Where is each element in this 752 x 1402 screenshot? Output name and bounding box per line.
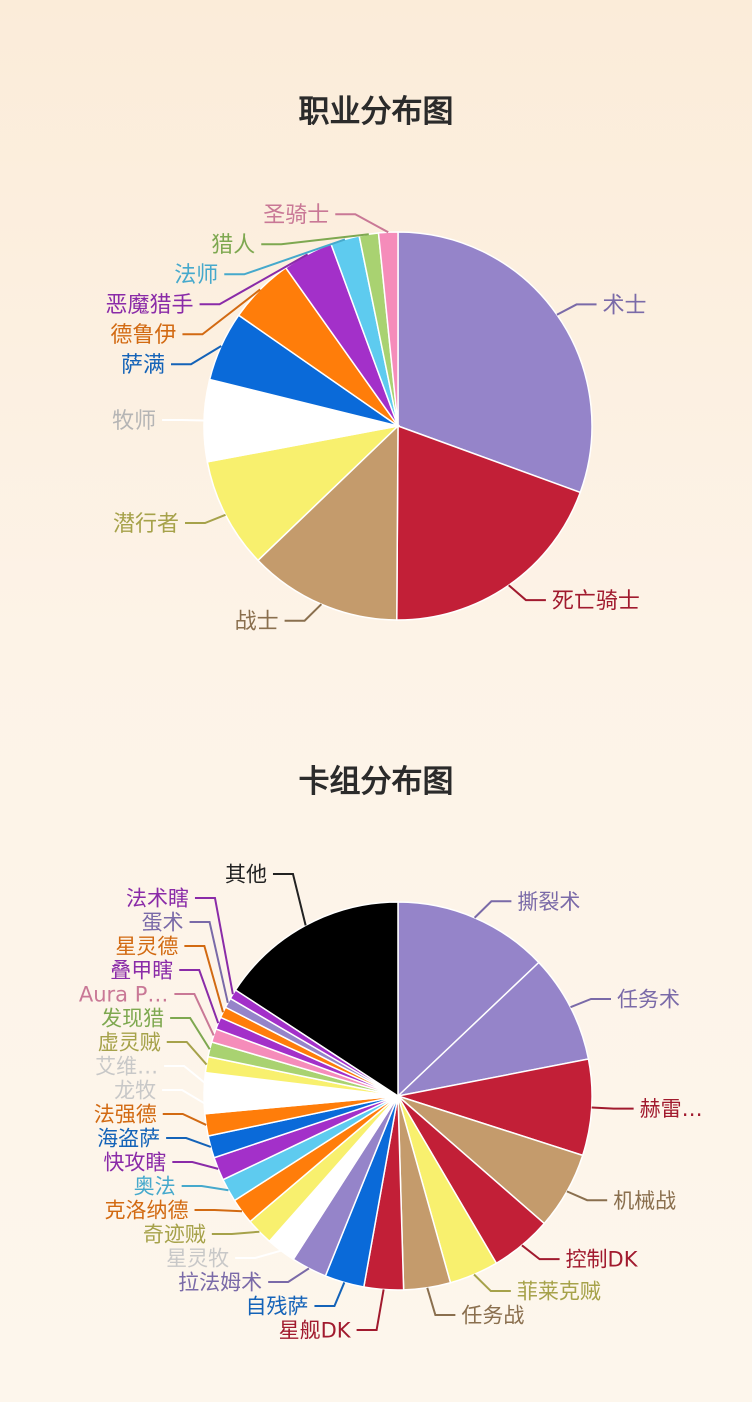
slice-label-1-24: 蛋术 bbox=[142, 911, 184, 935]
slice-label-1-15: 海盗萨 bbox=[97, 1127, 160, 1151]
leader-line-1-13 bbox=[181, 1185, 229, 1192]
leader-line-0-3 bbox=[185, 513, 226, 525]
leader-line-1-20 bbox=[170, 1017, 211, 1050]
pie-leader-lines bbox=[162, 213, 597, 622]
slice-label-1-19: 虚灵贼 bbox=[98, 1031, 161, 1055]
slice-label-0-7: 恶魔猎手 bbox=[106, 293, 194, 318]
pie-slice-1-0[interactable] bbox=[397, 901, 540, 1098]
pie-slice-1-2[interactable] bbox=[397, 1058, 593, 1157]
slice-label-0-4: 牧师 bbox=[112, 409, 156, 434]
slice-label-0-3: 潜行者 bbox=[113, 512, 179, 537]
slice-label-1-12: 克洛纳德 bbox=[105, 1199, 189, 1223]
pie-slices bbox=[203, 231, 593, 621]
slice-label-1-21: Aura P… bbox=[79, 983, 169, 1007]
leader-line-0-5 bbox=[171, 345, 222, 366]
leader-line-1-19 bbox=[166, 1041, 208, 1066]
slice-label-1-5: 菲莱克贼 bbox=[517, 1280, 601, 1304]
leader-line-1-5 bbox=[473, 1273, 511, 1293]
leader-line-1-4 bbox=[521, 1244, 560, 1261]
slice-label-1-20: 发现猎 bbox=[101, 1007, 164, 1031]
slice-label-1-4: 控制DK bbox=[566, 1248, 639, 1272]
pie-slice-0-0[interactable] bbox=[397, 231, 593, 494]
slice-label-1-3: 机械战 bbox=[613, 1189, 676, 1213]
slice-label-1-25: 法术瞎 bbox=[126, 887, 189, 911]
leader-line-0-1 bbox=[508, 584, 546, 602]
leader-line-0-10 bbox=[335, 213, 389, 234]
leader-line-1-10 bbox=[235, 1249, 282, 1259]
leader-line-1-17 bbox=[162, 1089, 205, 1105]
slice-label-1-2: 赫雷… bbox=[640, 1097, 703, 1121]
slice-label-1-18: 艾维… bbox=[95, 1055, 158, 1079]
slice-label-1-11: 奇迹贼 bbox=[143, 1223, 206, 1247]
leader-line-0-2 bbox=[284, 603, 323, 622]
leader-line-1-6 bbox=[426, 1287, 456, 1317]
slice-label-1-17: 龙牧 bbox=[114, 1079, 156, 1103]
leader-line-1-1 bbox=[570, 997, 611, 1009]
leader-line-0-0 bbox=[556, 303, 597, 316]
slice-label-1-22: 叠甲瞎 bbox=[110, 959, 173, 983]
slice-label-1-16: 法强德 bbox=[94, 1103, 157, 1127]
leader-line-0-4 bbox=[162, 418, 205, 422]
slice-label-1-7: 星舰DK bbox=[279, 1319, 352, 1343]
leader-line-0-8 bbox=[224, 238, 346, 276]
leader-line-1-21 bbox=[174, 993, 215, 1036]
leader-line-1-14 bbox=[172, 1161, 219, 1170]
leader-line-0-9 bbox=[261, 233, 369, 246]
pie-slice-1-26[interactable] bbox=[234, 901, 399, 1098]
slice-label-1-6: 任务战 bbox=[461, 1304, 524, 1328]
leader-line-1-7 bbox=[356, 1289, 385, 1331]
pie-slice-0-2[interactable] bbox=[256, 424, 399, 621]
leader-line-1-0 bbox=[473, 900, 512, 919]
leader-line-1-23 bbox=[184, 945, 224, 1013]
leader-line-1-18 bbox=[164, 1065, 206, 1084]
pie-leader-lines bbox=[162, 873, 634, 1331]
slice-label-1-14: 快攻瞎 bbox=[103, 1151, 166, 1175]
slice-label-0-0: 术士 bbox=[603, 293, 647, 318]
slice-label-0-1: 死亡骑士 bbox=[552, 589, 640, 614]
slice-label-1-23: 星灵德 bbox=[115, 935, 178, 959]
leader-line-1-26 bbox=[272, 873, 307, 926]
leader-line-1-2 bbox=[591, 1106, 634, 1110]
leader-line-0-6 bbox=[182, 288, 261, 336]
leader-line-1-11 bbox=[211, 1230, 260, 1235]
pie-slice-0-1[interactable] bbox=[396, 424, 582, 621]
slice-label-1-0: 撕裂术 bbox=[517, 890, 580, 914]
leader-line-1-12 bbox=[194, 1209, 243, 1213]
slice-label-0-10: 圣骑士 bbox=[263, 203, 329, 228]
slice-label-0-8: 法师 bbox=[174, 263, 218, 288]
leader-line-1-8 bbox=[314, 1282, 346, 1307]
slice-label-0-2: 战士 bbox=[235, 610, 279, 635]
leader-line-0-7 bbox=[199, 253, 309, 306]
slice-label-1-26: 其他 bbox=[225, 863, 267, 887]
slice-label-1-13: 奥法 bbox=[134, 1175, 176, 1199]
chart-title-deck-distribution: 卡组分布图 bbox=[298, 764, 454, 800]
pie-slices bbox=[203, 901, 593, 1291]
leader-line-1-15 bbox=[166, 1137, 212, 1148]
leader-line-1-25 bbox=[194, 897, 234, 995]
slice-label-0-5: 萨满 bbox=[121, 353, 165, 378]
slice-label-1-8: 自残萨 bbox=[245, 1295, 308, 1319]
chart-title-class-distribution: 职业分布图 bbox=[298, 94, 454, 130]
slice-label-1-1: 任务术 bbox=[617, 988, 680, 1012]
leader-line-1-3 bbox=[566, 1190, 608, 1202]
leader-line-1-22 bbox=[179, 969, 220, 1024]
leader-line-1-9 bbox=[268, 1267, 310, 1283]
slice-label-1-9: 拉法姆术 bbox=[178, 1271, 262, 1295]
slice-label-0-9: 猎人 bbox=[211, 233, 255, 258]
leader-line-1-16 bbox=[162, 1113, 207, 1126]
slice-label-0-6: 德鲁伊 bbox=[110, 323, 176, 348]
slice-label-1-10: 星灵牧 bbox=[166, 1247, 229, 1271]
leader-line-1-24 bbox=[189, 921, 229, 1004]
